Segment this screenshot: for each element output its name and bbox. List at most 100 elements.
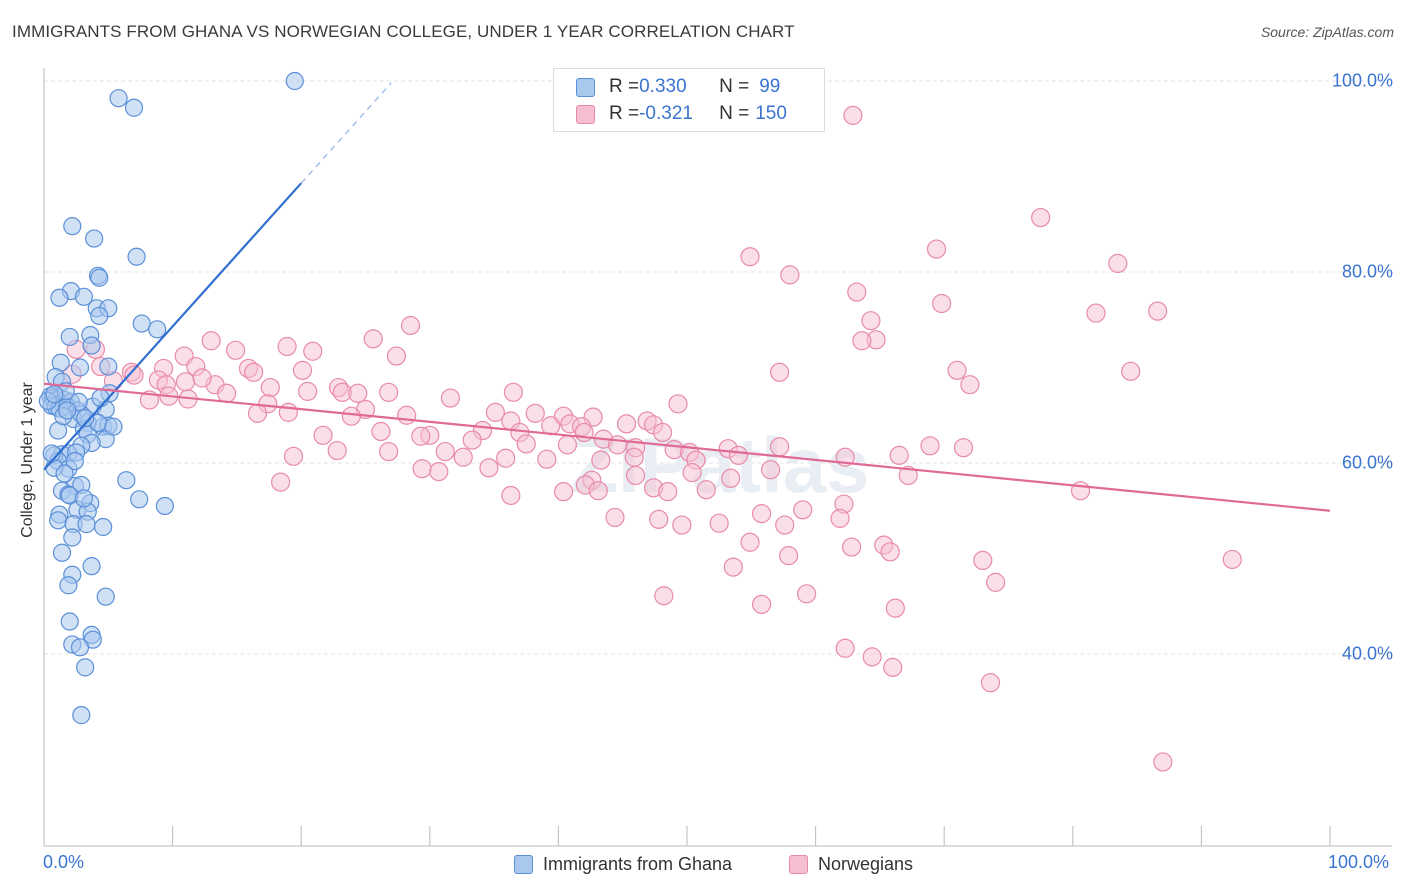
norwegians-point bbox=[780, 265, 800, 285]
norwegians-point bbox=[898, 465, 918, 486]
bottom-legend-norwegians: Norwegians bbox=[789, 851, 913, 877]
n-label: N = bbox=[719, 103, 750, 124]
ghana-trend-line bbox=[43, 182, 303, 471]
norwegians-point bbox=[1121, 361, 1141, 381]
norwegians-point bbox=[363, 329, 383, 349]
watermark: ZIPatlas bbox=[570, 421, 869, 509]
norwegians-point bbox=[624, 447, 644, 467]
y-tick-label: 100.0% bbox=[1331, 70, 1393, 91]
ghana-point bbox=[63, 217, 82, 236]
norwegians-point bbox=[226, 340, 246, 360]
norwegians-point bbox=[341, 406, 361, 426]
ghana-point bbox=[130, 490, 149, 509]
ghana-point bbox=[77, 515, 96, 534]
norwegians-point bbox=[553, 482, 574, 502]
norwegians-point bbox=[1153, 752, 1173, 772]
norwegians-point bbox=[926, 239, 947, 259]
y-axis-label: College, Under 1 year bbox=[19, 382, 36, 538]
ghana-point bbox=[127, 247, 146, 266]
norwegians-point bbox=[769, 362, 790, 382]
ghana-point bbox=[74, 489, 93, 508]
norwegians-point bbox=[435, 441, 455, 462]
norwegians-point bbox=[658, 482, 678, 502]
norwegians-point bbox=[277, 336, 297, 357]
ghana-swatch bbox=[576, 77, 595, 97]
norwegians-point bbox=[932, 293, 952, 314]
correlation-legend: R = 0.330 N = 99 R = -0.321 N = 150 bbox=[553, 68, 825, 132]
ghana-point bbox=[45, 385, 64, 404]
norwegians-point bbox=[654, 586, 674, 606]
ghana-point bbox=[49, 511, 68, 530]
r-value: -0.321 bbox=[639, 103, 693, 124]
norwegians-point bbox=[516, 434, 536, 454]
norwegians-point bbox=[796, 584, 817, 604]
norwegians-point bbox=[728, 445, 749, 465]
norwegians-point bbox=[501, 485, 521, 506]
norwegians-point bbox=[843, 105, 863, 125]
norwegians-point bbox=[885, 598, 905, 618]
r-label: R = bbox=[609, 76, 640, 97]
norwegians-point bbox=[980, 673, 1001, 693]
norwegians-point bbox=[625, 465, 646, 486]
legend-row-norwegians: R = -0.321 N = 150 bbox=[576, 102, 787, 126]
ghana-point bbox=[82, 557, 101, 576]
norwegians-point bbox=[1086, 303, 1106, 323]
ghana-point bbox=[55, 464, 74, 483]
norwegians-point bbox=[668, 394, 688, 414]
ghana-point bbox=[109, 89, 128, 108]
ghana-point bbox=[117, 471, 136, 490]
norwegians-point bbox=[973, 550, 993, 571]
n-label: N = bbox=[719, 76, 750, 97]
norwegians-point bbox=[453, 447, 473, 467]
norwegians-point bbox=[769, 437, 790, 457]
ghana-point bbox=[94, 517, 113, 537]
ghana-point bbox=[65, 451, 84, 471]
norwegians-point bbox=[371, 421, 391, 442]
r-value: 0.330 bbox=[639, 76, 687, 97]
ghana-point bbox=[76, 409, 95, 428]
norwegians-point bbox=[953, 438, 974, 458]
ghana-point bbox=[155, 496, 174, 516]
ghana-point bbox=[90, 268, 109, 287]
r-label: R = bbox=[609, 103, 640, 124]
y-tick-label: 60.0% bbox=[1341, 452, 1393, 473]
norwegians-point bbox=[440, 388, 460, 408]
ghana-point bbox=[90, 306, 109, 326]
norwegians-point bbox=[192, 368, 212, 388]
norwegians-point bbox=[760, 460, 781, 480]
norwegians-point bbox=[244, 362, 264, 382]
x-tick-label: 100.0% bbox=[1328, 852, 1390, 872]
gridlines bbox=[44, 80, 1392, 655]
norwegians-point bbox=[649, 509, 669, 529]
norwegians-point bbox=[709, 513, 729, 533]
norwegians-point bbox=[1031, 207, 1051, 228]
ghana-point bbox=[124, 98, 144, 117]
n-value: 150 bbox=[755, 103, 787, 124]
norwegians-point bbox=[525, 403, 545, 423]
norwegians-point bbox=[880, 542, 900, 562]
norwegians-point bbox=[379, 441, 399, 462]
bottom-legend-ghana: Immigrants from Ghana bbox=[514, 851, 732, 877]
norwegians-point bbox=[775, 515, 795, 535]
norwegians-swatch bbox=[576, 104, 595, 124]
ghana-point bbox=[91, 388, 110, 408]
norwegians-point bbox=[607, 435, 628, 455]
norwegians-point bbox=[986, 572, 1006, 592]
norwegians-point bbox=[847, 282, 867, 302]
norwegians-point bbox=[947, 360, 967, 380]
norwegians-point bbox=[537, 449, 557, 469]
ghana-point bbox=[85, 229, 104, 248]
norwegians-point bbox=[557, 435, 578, 455]
ghana-point bbox=[82, 336, 101, 355]
norwegians-point bbox=[412, 459, 432, 479]
norwegians-point bbox=[348, 383, 368, 403]
ghana-point bbox=[58, 401, 77, 420]
norwegians-point bbox=[298, 381, 318, 401]
norwegians-point bbox=[327, 440, 347, 461]
norwegians-point bbox=[751, 504, 772, 524]
norwegians-point bbox=[605, 507, 625, 528]
norwegians-point bbox=[503, 382, 523, 402]
ghana-point bbox=[52, 543, 72, 562]
ghana-point bbox=[70, 638, 90, 657]
legend-row-ghana: R = 0.330 N = 99 bbox=[576, 75, 780, 99]
